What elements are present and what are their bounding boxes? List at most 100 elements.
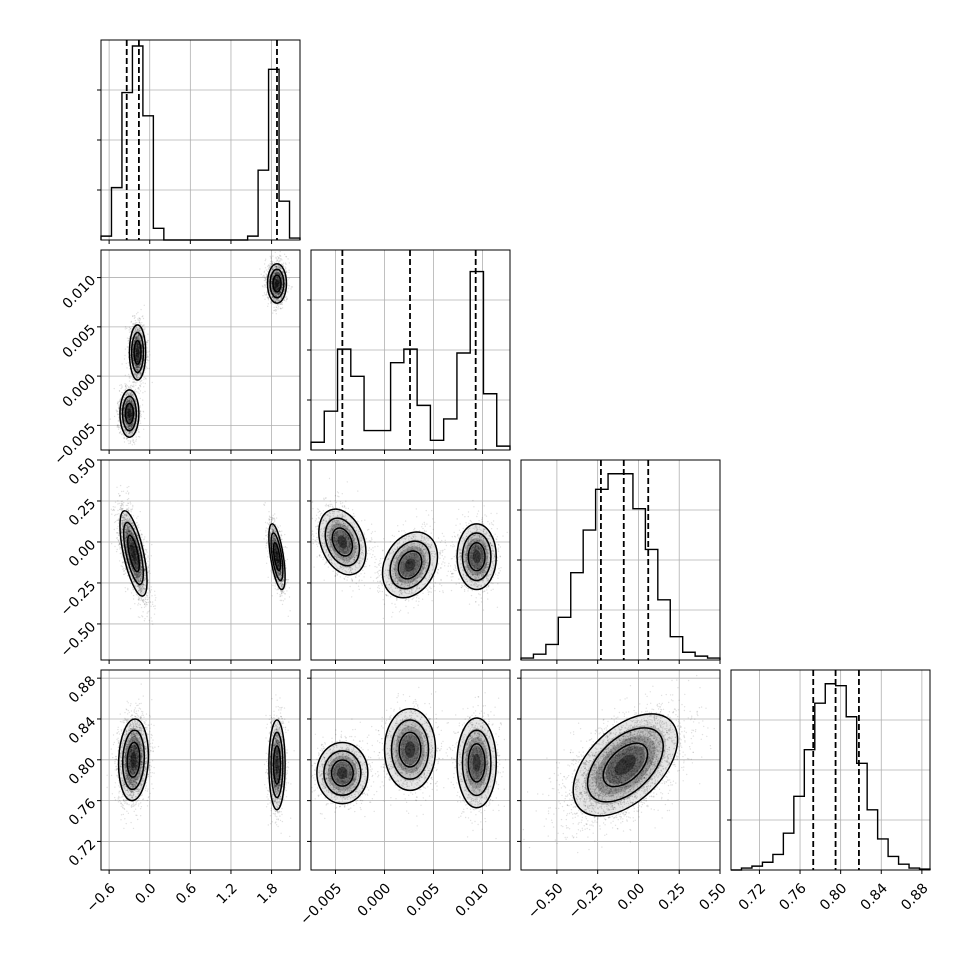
scatter-point	[123, 429, 126, 431]
scatter-point	[129, 408, 132, 411]
scatter-point	[131, 409, 133, 411]
scatter-point	[147, 356, 149, 358]
scatter-point	[136, 377, 138, 379]
scatter-point	[275, 266, 278, 269]
scatter-point	[279, 292, 281, 295]
scatter-point	[117, 401, 120, 403]
scatter-point	[275, 261, 277, 263]
scatter-point	[136, 350, 138, 352]
scatter-point	[130, 410, 132, 413]
scatter-point	[130, 401, 132, 403]
scatter-point	[137, 356, 139, 358]
scatter-point	[130, 415, 132, 417]
scatter-point	[135, 375, 138, 378]
scatter-point	[135, 348, 137, 350]
scatter-point	[128, 399, 130, 402]
scatter-point	[129, 417, 132, 419]
scatter-point	[139, 384, 141, 387]
scatter-point	[271, 263, 273, 265]
scatter-point	[272, 303, 274, 305]
scatter-point	[128, 411, 130, 413]
scatter-point	[123, 415, 125, 417]
scatter-point	[148, 367, 150, 370]
scatter-point	[134, 353, 137, 355]
scatter-point	[128, 394, 131, 396]
scatter-point	[127, 417, 129, 419]
scatter-point	[127, 393, 129, 395]
scatter-point	[129, 413, 131, 415]
scatter-point	[135, 392, 137, 394]
scatter-point	[133, 407, 136, 410]
scatter-point	[139, 350, 141, 353]
scatter-point	[140, 383, 142, 385]
scatter-point	[130, 415, 132, 417]
scatter-point	[146, 341, 149, 344]
scatter-point	[122, 425, 124, 428]
scatter-point	[136, 344, 138, 346]
scatter-point	[147, 339, 149, 342]
scatter-point	[128, 431, 131, 434]
scatter-point	[131, 427, 133, 429]
scatter-point	[134, 315, 136, 317]
scatter-point	[126, 418, 129, 420]
scatter-point	[113, 387, 115, 390]
scatter-point	[138, 321, 140, 323]
scatter-point	[128, 406, 130, 408]
scatter-point	[120, 413, 122, 415]
scatter-point	[137, 329, 139, 331]
scatter-point	[133, 441, 135, 443]
scatter-point	[126, 414, 129, 417]
scatter-point	[132, 351, 134, 353]
scatter-point	[128, 419, 131, 421]
scatter-point	[124, 383, 126, 385]
scatter-point	[130, 391, 132, 393]
scatter-point	[129, 425, 131, 427]
scatter-point	[277, 304, 279, 306]
scatter-point	[126, 401, 128, 403]
scatter-point	[131, 431, 134, 433]
scatter-point	[139, 364, 142, 366]
scatter-point	[136, 328, 138, 330]
scatter-point	[121, 422, 124, 424]
scatter-point	[138, 353, 141, 355]
scatter-point	[129, 419, 131, 421]
scatter-point	[124, 402, 127, 405]
scatter-point	[135, 356, 137, 358]
scatter-point	[126, 392, 129, 395]
scatter-point	[127, 401, 130, 403]
scatter-point	[140, 329, 142, 332]
scatter-point	[127, 407, 129, 409]
scatter-point	[127, 412, 130, 415]
scatter-point	[122, 434, 125, 436]
scatter-point	[129, 419, 131, 421]
scatter-point	[138, 353, 141, 355]
scatter-point	[139, 317, 141, 320]
scatter-point	[130, 410, 132, 413]
scatter-point	[279, 250, 281, 253]
scatter-point	[137, 388, 139, 390]
scatter-point	[135, 338, 137, 340]
scatter-point	[137, 376, 139, 378]
scatter-point	[128, 428, 130, 430]
scatter-point	[136, 358, 139, 360]
scatter-point	[133, 403, 135, 406]
scatter-point	[126, 410, 129, 412]
scatter-point	[129, 354, 132, 357]
scatter-point	[127, 409, 129, 411]
scatter-point	[127, 434, 130, 437]
scatter-point	[138, 365, 141, 367]
scatter-point	[139, 351, 141, 353]
scatter-point	[284, 262, 287, 264]
density-level	[337, 535, 348, 549]
scatter-point	[129, 392, 131, 394]
scatter-point	[120, 413, 122, 415]
scatter-point	[126, 426, 129, 428]
scatter-point	[135, 337, 138, 340]
scatter-point	[136, 360, 138, 362]
scatter-point	[128, 424, 130, 426]
scatter-point	[125, 425, 127, 427]
scatter-point	[130, 424, 132, 426]
scatter-point	[138, 337, 140, 339]
scatter-point	[136, 373, 138, 376]
density-level	[127, 408, 132, 419]
